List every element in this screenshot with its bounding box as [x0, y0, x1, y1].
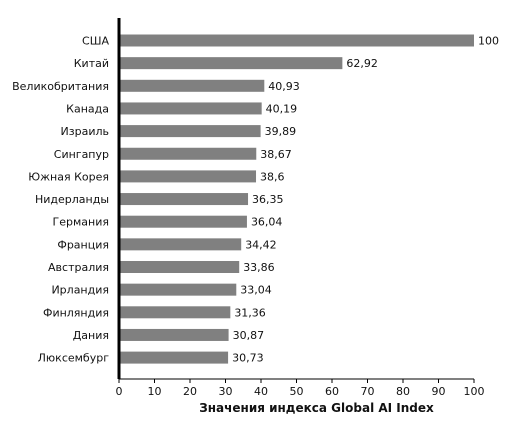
value-label: 39,89	[265, 125, 297, 138]
value-label: 100	[478, 35, 499, 48]
bar	[119, 215, 247, 228]
category-label: Китай	[74, 57, 109, 70]
value-label: 62,92	[346, 57, 378, 70]
value-label: 30,73	[232, 352, 263, 365]
category-label: Канада	[66, 102, 109, 115]
bar	[119, 125, 261, 138]
category-label: Дания	[73, 329, 109, 342]
value-label: 36,04	[251, 216, 283, 229]
value-label: 34,42	[245, 238, 276, 251]
category-label: Финляндия	[43, 306, 109, 319]
x-tick-label: 0	[116, 385, 123, 398]
category-label: Великобритания	[12, 80, 109, 93]
x-axis-title: Значения индекса Global AI Index	[199, 401, 434, 415]
category-label: США	[82, 35, 109, 48]
bar	[119, 306, 231, 319]
bars-layer	[119, 34, 474, 364]
bar	[119, 261, 240, 273]
value-label: 33,04	[240, 284, 271, 297]
bar	[119, 79, 265, 92]
bar	[119, 102, 262, 115]
category-label: Нидерланды	[35, 193, 109, 206]
category-label: Ирландия	[51, 284, 109, 297]
bar	[119, 328, 229, 341]
category-label: Германия	[53, 216, 109, 229]
x-tick-label: 50	[290, 385, 304, 398]
bar	[119, 283, 237, 296]
x-tick-label: 40	[254, 385, 268, 398]
x-tick-label: 100	[464, 385, 485, 398]
x-tick-label: 80	[396, 385, 410, 398]
value-label: 40,19	[266, 102, 298, 115]
value-label: 30,87	[233, 329, 265, 342]
bar	[119, 193, 249, 206]
x-tick-label: 60	[325, 385, 339, 398]
value-label: 38,6	[260, 170, 285, 183]
category-label: Сингапур	[54, 148, 109, 161]
x-tick-label: 20	[183, 385, 197, 398]
value-label: 33,86	[243, 261, 275, 274]
x-tick-label: 70	[361, 385, 375, 398]
category-label: Южная Корея	[28, 170, 109, 183]
category-labels: США Китай Великобритания Канада Израиль Синга…	[12, 35, 109, 365]
category-label: Австралия	[48, 261, 109, 274]
bar	[119, 170, 257, 183]
category-label: Франция	[57, 238, 109, 251]
x-tick-label: 30	[219, 385, 233, 398]
value-label: 31,36	[234, 306, 266, 319]
value-label: 36,35	[252, 193, 283, 206]
bar	[119, 147, 257, 160]
x-tick-label: 90	[432, 385, 446, 398]
bar	[119, 34, 474, 47]
x-tick-label: 10	[148, 385, 162, 398]
category-label: Израиль	[61, 125, 109, 138]
value-labels: 100 62,92 40,93 40,19 39,89 38,67 38,6 36,35 36,…	[232, 35, 499, 365]
bar	[119, 351, 229, 364]
value-label: 40,93	[268, 80, 300, 93]
x-axis-ticks: 0 10 20 30 40 50 60 70 80 90 100	[116, 379, 485, 398]
value-label: 38,67	[260, 148, 292, 161]
bar	[119, 238, 242, 251]
category-label: Люксембург	[38, 352, 110, 365]
bar	[119, 57, 343, 70]
